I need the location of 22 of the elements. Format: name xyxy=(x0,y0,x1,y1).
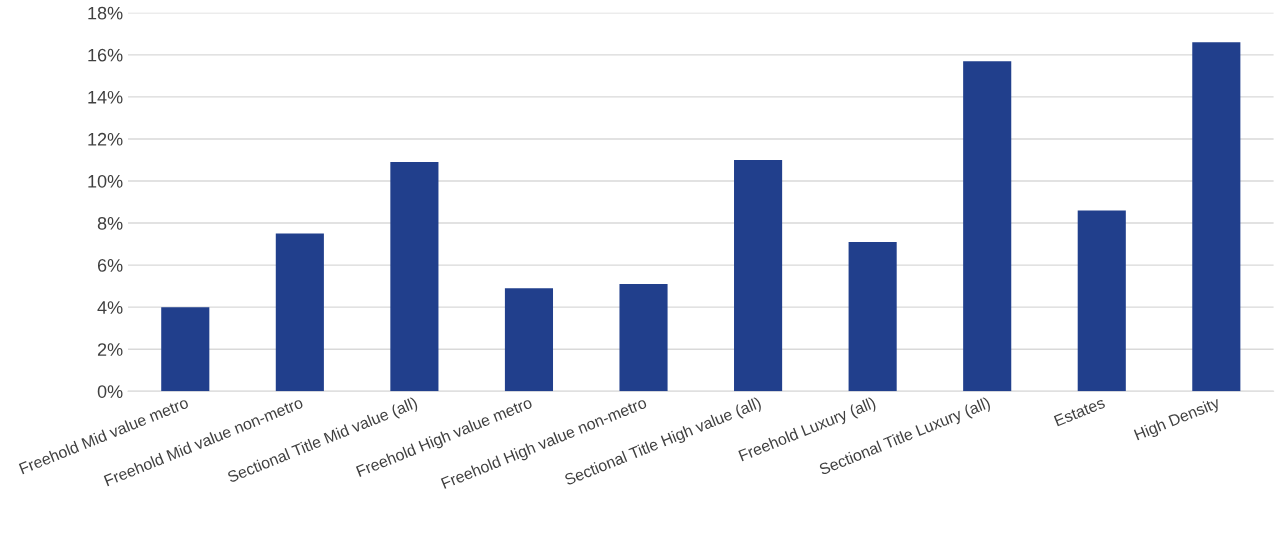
bar xyxy=(734,159,783,392)
bar xyxy=(1192,42,1241,392)
bar xyxy=(504,288,554,392)
y-tick-label: 10% xyxy=(88,174,123,188)
bar xyxy=(963,61,1012,392)
bar xyxy=(619,284,668,392)
y-tick-label: 6% xyxy=(97,259,123,272)
bar xyxy=(390,162,439,392)
y-tick-label: 4% xyxy=(97,301,123,314)
x-tick-label: High Density xyxy=(1133,396,1222,444)
bar xyxy=(275,233,324,392)
y-tick-label: 0% xyxy=(97,385,123,398)
bar xyxy=(848,241,897,392)
x-tick-label: Estates xyxy=(1053,396,1106,427)
bar xyxy=(161,307,210,392)
bar xyxy=(1077,210,1126,392)
y-tick-label: 18% xyxy=(88,6,123,20)
y-tick-label: 12% xyxy=(88,132,123,146)
y-tick-label: 16% xyxy=(88,48,123,62)
y-tick-label: 2% xyxy=(97,343,123,356)
y-tick-label: 14% xyxy=(88,90,123,104)
y-tick-label: 8% xyxy=(97,216,123,230)
